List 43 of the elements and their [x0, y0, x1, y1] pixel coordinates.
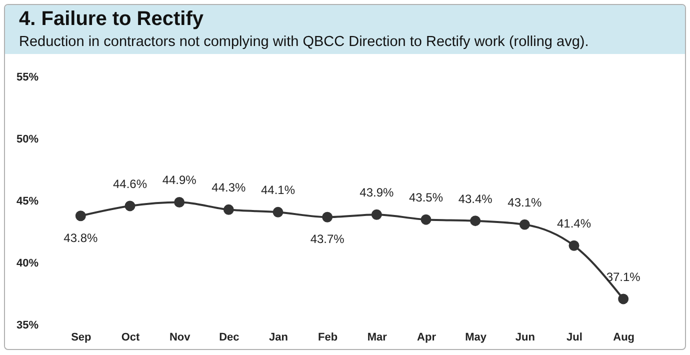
- chart-title: 4. Failure to Rectify: [19, 8, 204, 31]
- x-tick-label: Apr: [417, 332, 437, 344]
- point: [223, 204, 234, 215]
- x-tick-label: Aug: [613, 332, 635, 344]
- data-label: 37.1%: [606, 270, 641, 284]
- data-label: 44.9%: [162, 173, 197, 188]
- point: [322, 212, 333, 222]
- x-tick-label: Oct: [121, 332, 140, 344]
- data-label: 44.3%: [212, 180, 246, 195]
- x-tick-label: Mar: [367, 332, 388, 344]
- x-tick-label: Jun: [515, 332, 536, 344]
- point: [618, 294, 629, 304]
- point: [371, 209, 382, 220]
- x-tick-label: Nov: [169, 332, 192, 344]
- data-label: 43.9%: [360, 186, 394, 200]
- y-tick-label: 50%: [16, 134, 39, 146]
- point: [124, 200, 136, 212]
- point: [272, 206, 284, 218]
- point: [75, 210, 86, 222]
- data-label: 43.8%: [64, 230, 98, 245]
- point: [519, 219, 530, 230]
- y-tick-label: 35%: [16, 320, 39, 332]
- data-label: 44.6%: [112, 176, 148, 191]
- point: [568, 240, 580, 251]
- x-tick-label: May: [465, 332, 488, 344]
- data-label: 43.4%: [458, 192, 493, 206]
- data-label: 43.7%: [310, 232, 345, 246]
- data-label: 41.4%: [556, 216, 592, 231]
- x-tick-label: Sep: [71, 332, 92, 344]
- data-label: 43.5%: [408, 190, 444, 205]
- y-tick-label: 40%: [16, 258, 39, 270]
- x-tick-label: Dec: [219, 332, 240, 344]
- x-tick-label: Feb: [318, 332, 338, 344]
- point: [470, 216, 481, 226]
- x-tick-label: Jan: [269, 332, 288, 344]
- point: [420, 214, 432, 225]
- x-tick-label: Jul: [566, 332, 582, 344]
- y-tick-label: 55%: [16, 72, 39, 84]
- chart-subtitle: Reduction in contractors not complying with QBCC Direction to Rectify work (rolling avg).: [19, 34, 590, 50]
- data-label: 43.1%: [508, 196, 542, 210]
- point: [174, 197, 185, 208]
- data-label: 44.1%: [260, 183, 296, 198]
- y-tick-label: 45%: [16, 196, 39, 208]
